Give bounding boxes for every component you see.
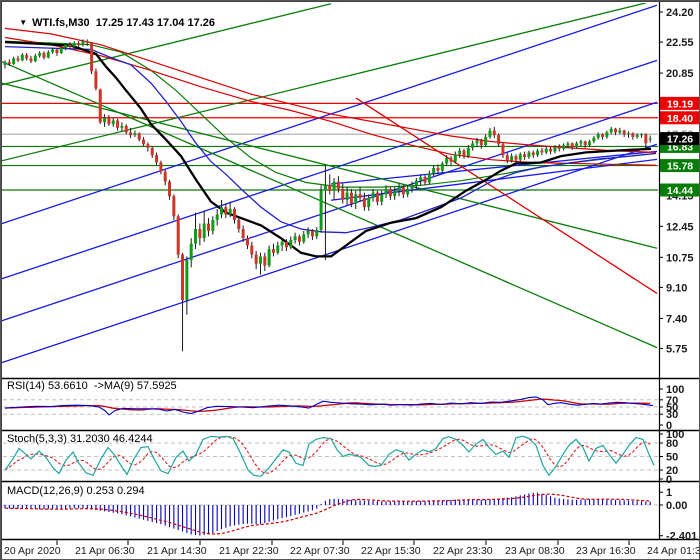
svg-text:100: 100 xyxy=(666,429,684,441)
svg-text:17.26: 17.26 xyxy=(667,134,693,146)
svg-text:22 Apr 23:30: 22 Apr 23:30 xyxy=(433,545,493,557)
svg-text:21 Apr 14:30: 21 Apr 14:30 xyxy=(147,545,207,557)
svg-text:23 Apr 16:30: 23 Apr 16:30 xyxy=(576,545,636,557)
svg-text:23 Apr 08:30: 23 Apr 08:30 xyxy=(505,545,565,557)
svg-text:70: 70 xyxy=(666,395,678,407)
svg-text:15.78: 15.78 xyxy=(667,161,693,173)
svg-text:9.10: 9.10 xyxy=(666,282,687,294)
svg-text:-2.401: -2.401 xyxy=(666,531,697,543)
svg-text:18.40: 18.40 xyxy=(667,113,693,125)
svg-text:1: 1 xyxy=(666,487,672,499)
candles-layer xyxy=(3,39,652,352)
price-axis: 24.2022.5520.8514.1512.4510.759.107.405.… xyxy=(659,7,699,356)
svg-text:0: 0 xyxy=(666,420,672,432)
svg-text:19.19: 19.19 xyxy=(667,98,693,110)
macd-panel xyxy=(3,492,658,536)
svg-text:22 Apr 07:30: 22 Apr 07:30 xyxy=(290,545,350,557)
svg-text:20: 20 xyxy=(666,465,678,477)
svg-text:7.40: 7.40 xyxy=(666,313,687,325)
chart-header: ▼ WTI.fs,M30 17.25 17.43 17.04 17.26 xyxy=(7,5,215,41)
moving-average-lines xyxy=(4,27,657,258)
svg-text:100: 100 xyxy=(666,384,684,396)
symbol-dropdown-icon[interactable]: ▼ xyxy=(19,18,28,27)
svg-text:50: 50 xyxy=(666,402,678,414)
svg-text:30: 30 xyxy=(666,409,678,421)
symbol-timeframe-label: WTI.fs,M30 xyxy=(32,17,90,29)
svg-text:22.55: 22.55 xyxy=(666,37,694,49)
svg-text:24.20: 24.20 xyxy=(666,7,694,19)
stochastic-panel xyxy=(3,435,658,477)
svg-text:50: 50 xyxy=(666,452,678,464)
svg-text:20.85: 20.85 xyxy=(666,68,694,80)
svg-text:12.45: 12.45 xyxy=(666,221,694,233)
time-axis: 20 Apr 2020 21 Apr 06:30 21 Apr 14:30 21 Ap… xyxy=(4,540,700,557)
svg-text:80: 80 xyxy=(666,438,678,450)
svg-text:10.75: 10.75 xyxy=(666,252,694,264)
svg-text:21 Apr 22:30: 21 Apr 22:30 xyxy=(219,545,279,557)
svg-text:0: 0 xyxy=(666,474,672,486)
svg-text:0.00: 0.00 xyxy=(666,500,687,512)
svg-text:21 Apr 06:30: 21 Apr 06:30 xyxy=(75,545,135,557)
svg-text:22 Apr 15:30: 22 Apr 15:30 xyxy=(361,545,421,557)
ohlc-values: 17.25 17.43 17.04 17.26 xyxy=(95,17,216,29)
rsi-panel xyxy=(3,396,658,416)
svg-text:20 Apr 2020: 20 Apr 2020 xyxy=(4,545,61,557)
svg-text:24 Apr 01:30: 24 Apr 01:30 xyxy=(647,545,700,557)
svg-text:14.44: 14.44 xyxy=(667,185,693,197)
svg-text:5.75: 5.75 xyxy=(666,344,687,356)
